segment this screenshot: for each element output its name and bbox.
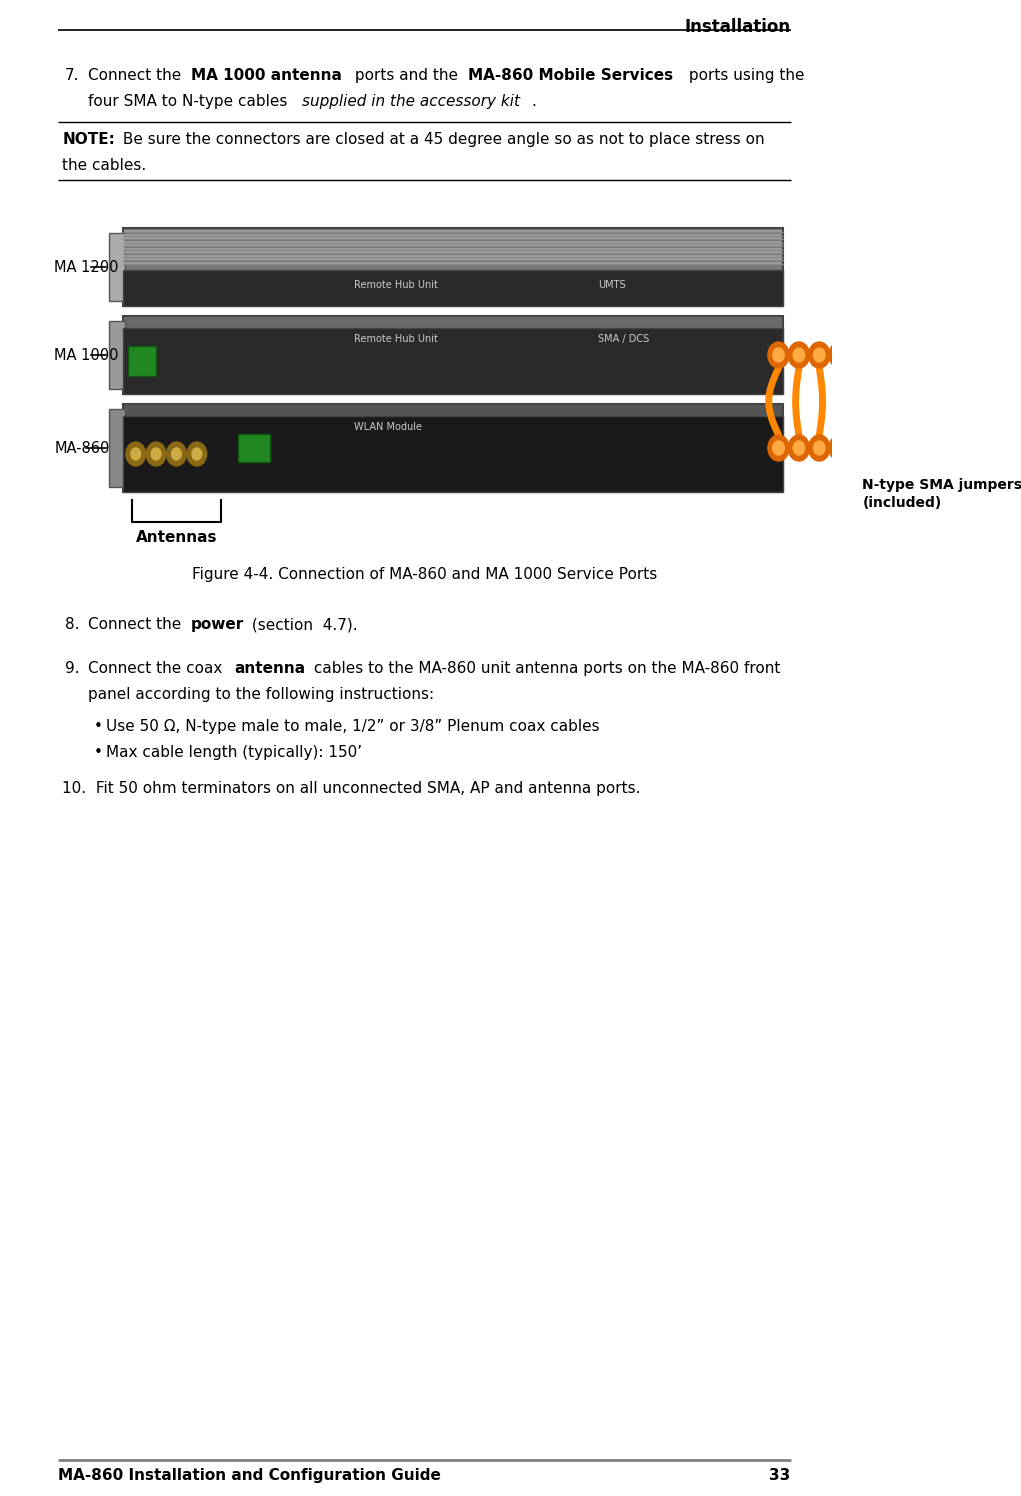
- Text: MA 1000 antenna: MA 1000 antenna: [191, 67, 342, 82]
- Text: 33: 33: [770, 1468, 790, 1483]
- Bar: [124, 269, 782, 307]
- Circle shape: [834, 441, 845, 455]
- Text: Antennas: Antennas: [136, 530, 217, 545]
- Text: Figure 4-4. Connection of MA-860 and MA 1000 Service Ports: Figure 4-4. Connection of MA-860 and MA …: [192, 567, 658, 582]
- Circle shape: [166, 441, 186, 465]
- Text: •: •: [94, 720, 103, 735]
- Circle shape: [809, 343, 830, 368]
- Bar: [238, 434, 271, 462]
- Circle shape: [768, 343, 789, 368]
- Text: Remote Hub Unit: Remote Hub Unit: [354, 280, 438, 290]
- Circle shape: [773, 349, 784, 362]
- Text: (section  4.7).: (section 4.7).: [247, 616, 357, 631]
- Text: •: •: [94, 745, 103, 760]
- Bar: [124, 404, 782, 492]
- Circle shape: [126, 441, 146, 465]
- Text: N-type SMA jumpers
(included): N-type SMA jumpers (included): [863, 479, 1021, 510]
- Circle shape: [146, 441, 165, 465]
- Text: four SMA to N-type cables: four SMA to N-type cables: [88, 94, 292, 109]
- Text: power: power: [191, 616, 244, 631]
- Bar: [128, 346, 156, 375]
- Text: panel according to the following instructions:: panel according to the following instruc…: [88, 687, 434, 702]
- Text: cables to the MA-860 unit antenna ports on the MA-860 front: cables to the MA-860 unit antenna ports …: [309, 661, 780, 676]
- Circle shape: [814, 441, 825, 455]
- Text: .: .: [532, 94, 537, 109]
- Circle shape: [788, 343, 810, 368]
- Bar: [109, 322, 126, 389]
- Circle shape: [768, 435, 789, 461]
- Text: Max cable length (typically): 150’: Max cable length (typically): 150’: [105, 745, 361, 760]
- Bar: [124, 316, 782, 393]
- Text: WLAN Module: WLAN Module: [354, 422, 422, 432]
- Text: 10.  Fit 50 ohm terminators on all unconnected SMA, AP and antenna ports.: 10. Fit 50 ohm terminators on all unconn…: [62, 781, 641, 796]
- Text: Remote Hub Unit: Remote Hub Unit: [354, 334, 438, 344]
- Text: Installation: Installation: [685, 18, 790, 36]
- Text: the cables.: the cables.: [62, 159, 147, 174]
- Text: MA 1000: MA 1000: [54, 347, 118, 362]
- Text: 8.: 8.: [64, 616, 80, 631]
- Bar: [109, 408, 126, 488]
- Circle shape: [172, 447, 182, 459]
- Text: Connect the: Connect the: [88, 67, 186, 82]
- Circle shape: [809, 435, 830, 461]
- Text: Connect the coax: Connect the coax: [88, 661, 227, 676]
- Circle shape: [187, 441, 206, 465]
- Text: Be sure the connectors are closed at a 45 degree angle so as not to place stress: Be sure the connectors are closed at a 4…: [118, 132, 765, 147]
- Circle shape: [834, 349, 845, 362]
- Circle shape: [829, 343, 850, 368]
- Text: NOTE:: NOTE:: [62, 132, 115, 147]
- Text: antenna: antenna: [234, 661, 305, 676]
- Text: MA-860: MA-860: [54, 440, 109, 455]
- Circle shape: [829, 435, 850, 461]
- Text: MA-860 Installation and Configuration Guide: MA-860 Installation and Configuration Gu…: [58, 1468, 441, 1483]
- Bar: [124, 416, 782, 492]
- Text: MA-860 Mobile Services: MA-860 Mobile Services: [469, 67, 674, 82]
- Circle shape: [131, 447, 141, 459]
- Text: ports using the: ports using the: [684, 67, 805, 82]
- Circle shape: [192, 447, 202, 459]
- Circle shape: [788, 435, 810, 461]
- Circle shape: [793, 349, 805, 362]
- Text: SMA / DCS: SMA / DCS: [598, 334, 649, 344]
- Circle shape: [151, 447, 161, 459]
- Circle shape: [814, 349, 825, 362]
- Text: Connect the: Connect the: [88, 616, 186, 631]
- Text: 9.: 9.: [64, 661, 80, 676]
- Text: ports and the: ports and the: [349, 67, 463, 82]
- Text: 7.: 7.: [64, 67, 80, 82]
- Circle shape: [773, 441, 784, 455]
- Bar: [109, 233, 126, 301]
- Bar: [124, 227, 782, 307]
- Circle shape: [793, 441, 805, 455]
- Text: supplied in the accessory kit: supplied in the accessory kit: [302, 94, 521, 109]
- Text: UMTS: UMTS: [598, 280, 626, 290]
- Bar: [124, 328, 782, 393]
- Text: MA 1200: MA 1200: [54, 259, 118, 274]
- Text: Use 50 Ω, N-type male to male, 1/2” or 3/8” Plenum coax cables: Use 50 Ω, N-type male to male, 1/2” or 3…: [105, 720, 599, 735]
